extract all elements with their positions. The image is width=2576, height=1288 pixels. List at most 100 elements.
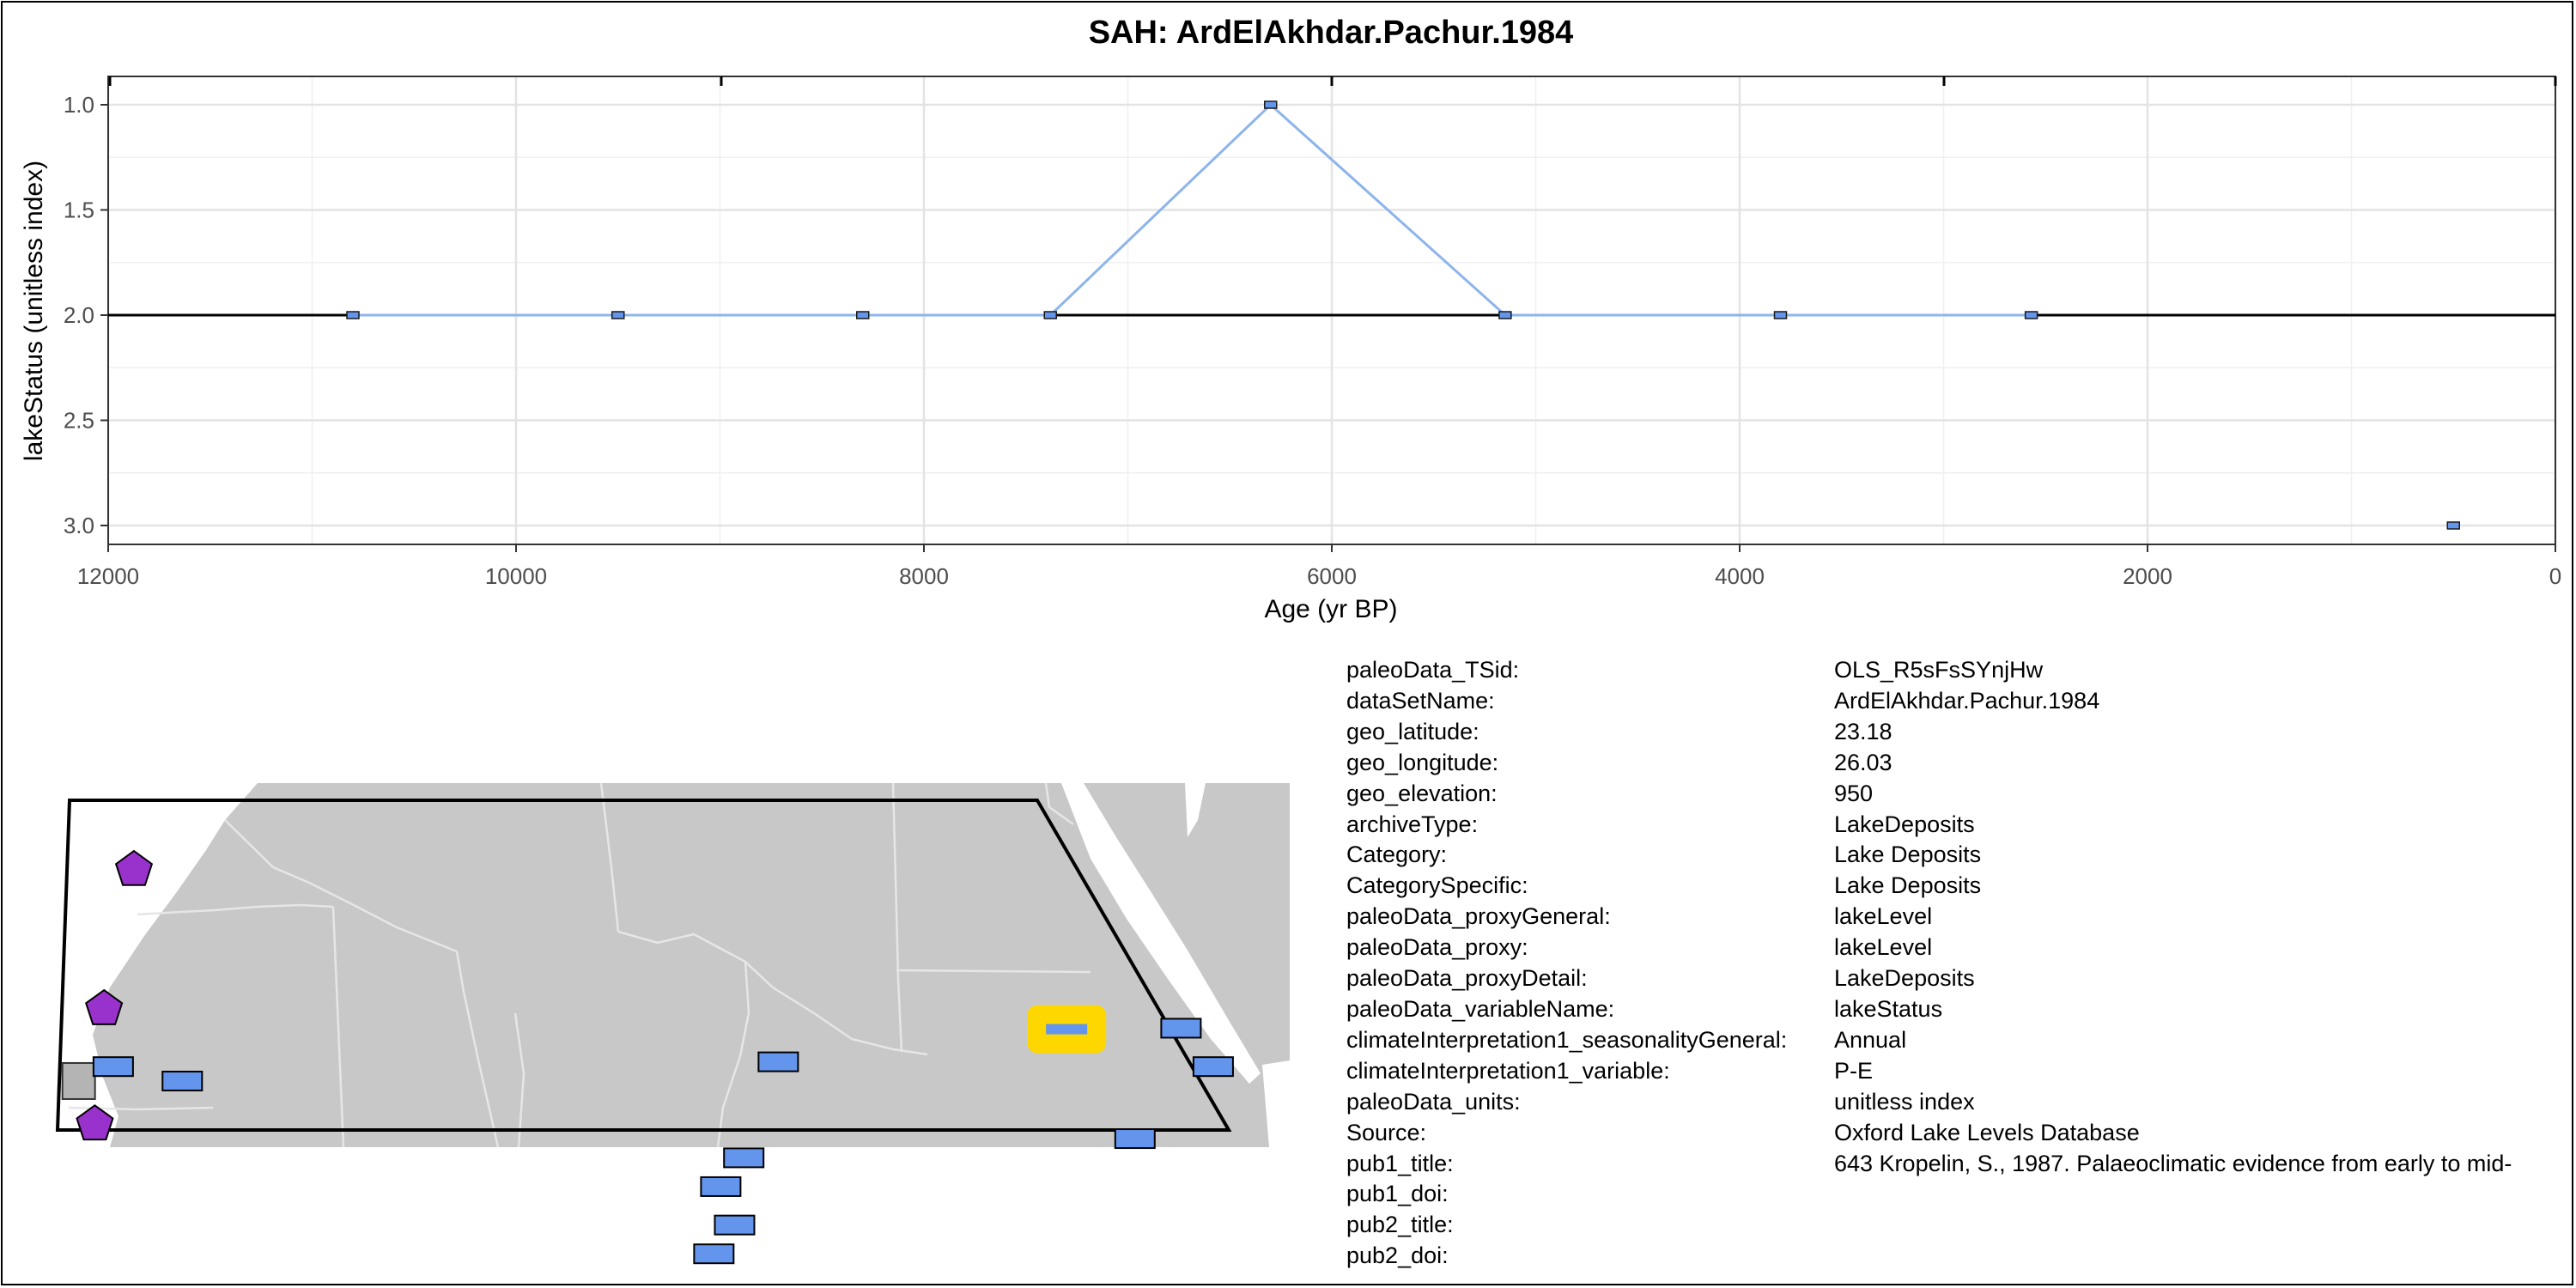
x-tick-labels: 12000 10000 8000 6000 4000 2000 0 xyxy=(77,563,2561,589)
land-area xyxy=(57,783,1290,1147)
metadata-row: paleoData_proxyGeneral: lakeLevel xyxy=(1346,902,2512,933)
metadata-key: pub2_title: xyxy=(1346,1212,1454,1238)
chart-grid xyxy=(106,76,2557,544)
site-marker-rect xyxy=(723,1147,765,1169)
metadata-key: climateInterpretation1_variable: xyxy=(1346,1057,1670,1084)
metadata-key: pub1_doi: xyxy=(1346,1181,1449,1207)
metadata-key: paleoData_proxy: xyxy=(1346,934,1528,961)
metadata-value: ArdElAkhdar.Pachur.1984 xyxy=(1834,687,2100,714)
metadata-key: archiveType: xyxy=(1346,811,1479,837)
chart-title: SAH: ArdElAkhdar.Pachur.1984 xyxy=(1089,15,1574,51)
metadata-row: Category: Lake Deposits xyxy=(1346,840,2512,871)
metadata-row: climateInterpretation1_variable: P-E xyxy=(1346,1056,2512,1087)
metadata-value: lakeLevel xyxy=(1834,934,1933,961)
metadata-key: Source: xyxy=(1346,1119,1427,1145)
metadata-row: pub2_title: xyxy=(1346,1210,2512,1241)
metadata-row: pub1_doi: xyxy=(1346,1179,2512,1210)
metadata-row: paleoData_proxyDetail: LakeDeposits xyxy=(1346,963,2512,994)
metadata-row: archiveType: LakeDeposits xyxy=(1346,810,2512,841)
map-projection-outline xyxy=(55,799,1232,1132)
y-tick-label: 2.5 xyxy=(64,408,94,434)
metadata-row: paleoData_proxy: lakeLevel xyxy=(1346,933,2512,963)
y-tick-label: 1.5 xyxy=(64,197,94,223)
y-tick-label: 2.0 xyxy=(64,302,94,328)
site-marker-rect xyxy=(1114,1128,1156,1150)
metadata-table: paleoData_TSid: OLS_R5sFsSYnjHw dataSetNam… xyxy=(1346,655,2512,1272)
metadata-value: LakeDeposits xyxy=(1834,965,1975,992)
site-marker-rect xyxy=(92,1056,134,1078)
metadata-row: geo_latitude: 23.18 xyxy=(1346,717,2512,748)
x-tick-label: 2000 xyxy=(2123,563,2172,589)
metadata-key: paleoData_TSid: xyxy=(1346,657,1520,683)
metadata-row: paleoData_TSid: OLS_R5sFsSYnjHw xyxy=(1346,655,2512,686)
metadata-value xyxy=(1834,1210,2512,1241)
metadata-value: 950 xyxy=(1834,780,1874,806)
metadata-row: pub2_doi: xyxy=(1346,1241,2512,1272)
data-point xyxy=(1043,311,1057,319)
metadata-row: pub1_title: 643 Kropelin, S., 1987. Palae… xyxy=(1346,1149,2512,1180)
y-tick-labels: 1.0 1.5 2.0 2.5 3.0 xyxy=(64,92,94,538)
metadata-key: paleoData_proxyDetail: xyxy=(1346,965,1588,992)
chart-ticks xyxy=(100,76,2557,552)
site-marker-pentagon xyxy=(85,988,124,1025)
site-marker-pentagon xyxy=(114,849,154,886)
site-marker-rect xyxy=(757,1051,799,1072)
metadata-row: Source: Oxford Lake Levels Database xyxy=(1346,1118,2512,1149)
y-axis-label: lakeStatus (unitless index) xyxy=(20,161,48,461)
data-point xyxy=(1498,311,1512,319)
metadata-value: lakeLevel xyxy=(1834,903,1933,930)
metadata-key: pub2_doi: xyxy=(1346,1242,1449,1269)
metadata-value xyxy=(1834,1241,2512,1272)
metadata-key: geo_longitude: xyxy=(1346,749,1499,775)
country-borders xyxy=(68,783,1091,1147)
site-marker-rect xyxy=(700,1176,742,1197)
site-marker-rect xyxy=(693,1243,735,1265)
metadata-value: OLS_R5sFsSYnjHw xyxy=(1834,657,2044,683)
metadata-key: paleoData_variableName: xyxy=(1346,995,1615,1022)
current-site-marker xyxy=(1046,1024,1088,1035)
site-marker-rect xyxy=(1192,1056,1234,1078)
metadata-key: CategorySpecific: xyxy=(1346,872,1528,899)
red-sea xyxy=(1061,783,1261,1084)
data-point xyxy=(2446,521,2460,530)
site-marker-rect xyxy=(1160,1018,1202,1039)
metadata-key: climateInterpretation1_seasonalityGenera… xyxy=(1346,1026,1788,1053)
map-base xyxy=(57,783,1290,1147)
metadata-value: unitless index xyxy=(1834,1088,1975,1115)
site-marker-rect xyxy=(161,1070,204,1091)
site-marker-pentagon xyxy=(76,1104,114,1141)
metadata-value: 643 Kropelin, S., 1987. Palaeoclimatic e… xyxy=(1834,1150,2512,1176)
metadata-row: dataSetName: ArdElAkhdar.Pachur.1984 xyxy=(1346,686,2512,717)
x-tick-label: 8000 xyxy=(899,563,949,589)
data-point xyxy=(2024,311,2038,319)
metadata-value: Oxford Lake Levels Database xyxy=(1834,1119,2140,1145)
data-point xyxy=(1264,100,1278,109)
data-point xyxy=(856,311,870,319)
metadata-value: Lake Deposits xyxy=(1834,872,1982,899)
data-point xyxy=(346,311,360,319)
x-axis-label: Age (yr BP) xyxy=(1264,595,1397,623)
metadata-value: Lake Deposits xyxy=(1834,841,1982,868)
metadata-key: pub1_title: xyxy=(1346,1150,1454,1176)
metadata-key: paleoData_units: xyxy=(1346,1088,1521,1115)
atlantic-ocean xyxy=(57,783,258,1147)
metadata-value: LakeDeposits xyxy=(1834,811,1975,837)
metadata-key: paleoData_proxyGeneral: xyxy=(1346,903,1611,930)
data-point xyxy=(1773,311,1788,319)
east-land-fragment xyxy=(1262,1060,1290,1147)
metadata-key: geo_latitude: xyxy=(1346,718,1479,744)
metadata-row: geo_longitude: 26.03 xyxy=(1346,748,2512,779)
y-tick-label: 1.0 xyxy=(64,92,94,118)
red-sea-gulf xyxy=(1185,783,1206,837)
lake-status-chart: SAH: ArdElAkhdar.Pachur.1984 12000 10000 8… xyxy=(20,15,2561,623)
metadata-value: Annual xyxy=(1834,1026,1907,1053)
metadata-row: paleoData_units: unitless index xyxy=(1346,1087,2512,1118)
metadata-value: 23.18 xyxy=(1834,718,1893,744)
x-tick-label: 0 xyxy=(2549,563,2561,589)
site-marker-rect xyxy=(714,1214,756,1236)
x-tick-label: 6000 xyxy=(1307,563,1357,589)
metadata-row: paleoData_variableName: lakeStatus xyxy=(1346,994,2512,1025)
site-marker-square xyxy=(61,1061,96,1100)
series-markers xyxy=(346,100,2460,530)
